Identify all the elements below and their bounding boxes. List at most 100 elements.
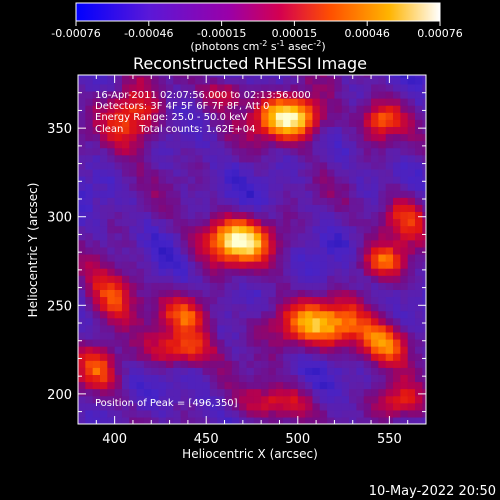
heatmap-cell	[268, 246, 277, 255]
heatmap-cell	[297, 204, 306, 213]
heatmap-cell	[136, 331, 145, 340]
heatmap-cell	[202, 119, 211, 127]
heatmap-cell	[202, 154, 211, 163]
heatmap-cell	[114, 75, 123, 78]
heatmap-cell	[92, 76, 101, 85]
heatmap-cell	[349, 367, 357, 375]
heatmap-cell	[268, 353, 277, 361]
heatmap-cell	[319, 331, 328, 340]
heatmap-cell	[180, 161, 189, 170]
heatmap-cell	[121, 175, 130, 184]
heatmap-cell	[107, 98, 116, 106]
heatmap-cell	[290, 133, 299, 142]
heatmap-cell	[85, 310, 94, 319]
heatmap-cell	[114, 346, 123, 354]
heatmap-cell	[195, 261, 204, 269]
heatmap-cell	[268, 90, 277, 99]
heatmap-cell	[195, 246, 204, 255]
heatmap-cell	[319, 367, 328, 375]
heatmap-cell	[341, 289, 350, 298]
heatmap-cell	[290, 317, 299, 326]
heatmap-cell	[400, 112, 409, 120]
heatmap-cell	[231, 253, 240, 262]
heatmap-cell	[165, 388, 174, 397]
heatmap-cell	[129, 296, 138, 305]
heatmap-cell	[253, 154, 262, 163]
heatmap-cell	[165, 338, 174, 347]
heatmap-cell	[385, 317, 394, 326]
heatmap-cell	[121, 225, 130, 234]
heatmap-cell	[319, 289, 328, 298]
heatmap-cell	[415, 367, 423, 375]
heatmap-cell	[78, 161, 86, 170]
heatmap-cell	[319, 154, 328, 163]
heatmap-cell	[136, 381, 145, 390]
heatmap-cell	[356, 168, 365, 177]
heatmap-cell	[341, 161, 350, 170]
heatmap-cell	[341, 112, 350, 120]
heatmap-cell	[319, 275, 328, 283]
heatmap-cell	[143, 388, 152, 397]
heatmap-cell	[85, 147, 94, 156]
heatmap-cell	[173, 183, 182, 191]
heatmap-cell	[143, 360, 152, 368]
heatmap-cell	[378, 112, 387, 120]
heatmap-cell	[341, 218, 350, 227]
heatmap-cell	[143, 324, 152, 333]
heatmap-cell	[283, 338, 292, 347]
heatmap-cell	[407, 395, 416, 404]
heatmap-cell	[173, 381, 182, 390]
heatmap-cell	[231, 133, 240, 142]
heatmap-cell	[363, 367, 372, 375]
heatmap-cell	[371, 324, 379, 333]
heatmap-cell	[195, 140, 204, 149]
heatmap-cell	[283, 303, 292, 312]
heatmap-cell	[78, 338, 86, 347]
heatmap-cell	[224, 232, 233, 241]
heatmap-cell	[99, 133, 108, 142]
heatmap-cell	[283, 324, 292, 333]
heatmap-cell	[158, 140, 167, 149]
heatmap-cell	[371, 76, 379, 85]
heatmap-cell	[143, 381, 152, 390]
heatmap-cell	[290, 168, 299, 177]
heatmap-cell	[261, 154, 270, 163]
heatmap-cell	[422, 133, 426, 142]
heatmap-cell	[231, 168, 240, 177]
heatmap-cell	[363, 83, 372, 92]
heatmap-cell	[312, 409, 321, 418]
heatmap-cell	[209, 98, 218, 106]
heatmap-cell	[407, 346, 416, 354]
heatmap-cell	[356, 147, 365, 156]
heatmap-cell	[415, 239, 423, 248]
heatmap-cell	[283, 147, 292, 156]
heatmap-cell	[224, 402, 233, 411]
heatmap-cell	[305, 133, 314, 142]
heatmap-cell	[92, 98, 101, 106]
heatmap-cell	[415, 303, 423, 312]
heatmap-cell	[92, 175, 101, 184]
heatmap-cell	[107, 282, 116, 290]
heatmap-cell	[78, 183, 86, 191]
heatmap-cell	[261, 331, 270, 340]
heatmap-cell	[239, 133, 248, 142]
heatmap-cell	[173, 204, 182, 213]
heatmap-cell	[121, 346, 130, 354]
heatmap-cell	[239, 275, 248, 283]
heatmap-cell	[261, 133, 270, 142]
heatmap-cell	[121, 133, 130, 142]
heatmap-cell	[239, 268, 248, 276]
heatmap-cell	[180, 154, 189, 163]
heatmap-cell	[297, 296, 306, 305]
heatmap-cell	[415, 346, 423, 354]
heatmap-cell	[202, 353, 211, 361]
heatmap-cell	[114, 197, 123, 205]
y-axis-label: Heliocentric Y (arcsec)	[26, 183, 40, 318]
heatmap-cell	[312, 381, 321, 390]
heatmap-cell	[305, 218, 314, 227]
heatmap-cell	[99, 388, 108, 397]
heatmap-cell	[334, 190, 343, 198]
heatmap-cell	[143, 105, 152, 113]
heatmap-cell	[136, 133, 145, 142]
heatmap-cell	[129, 204, 138, 213]
